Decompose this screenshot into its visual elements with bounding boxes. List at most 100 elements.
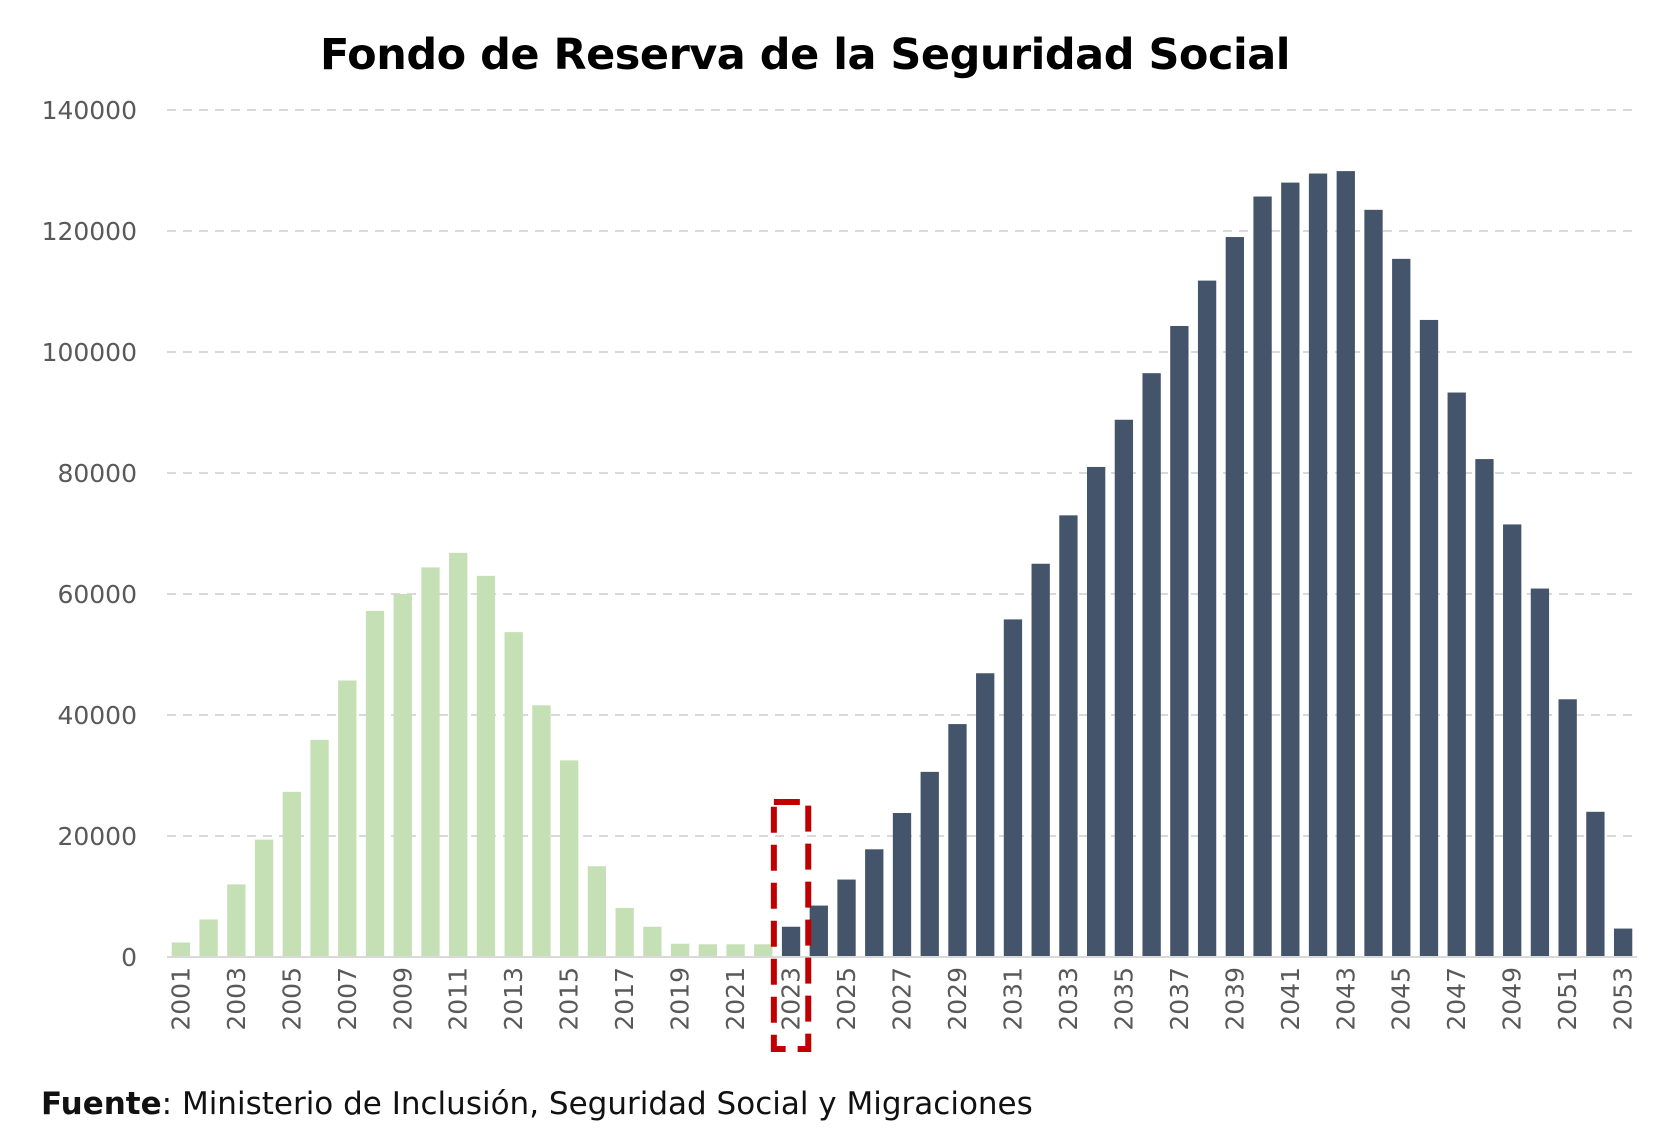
bar-2005 xyxy=(282,791,301,957)
source-note: Fuente: Ministerio de Inclusión, Segurid… xyxy=(41,1086,1033,1122)
x-tick-label: 2027 xyxy=(888,967,917,1031)
bar-2036 xyxy=(1142,373,1161,957)
y-tick-label: 40000 xyxy=(57,701,137,730)
bar-2016 xyxy=(587,866,607,957)
bar-2052 xyxy=(1586,811,1605,957)
bar-2031 xyxy=(1003,619,1023,957)
x-tick-label: 2033 xyxy=(1054,967,1083,1031)
bar-2024 xyxy=(809,905,828,957)
bar-2025 xyxy=(837,879,856,957)
x-tick-label: 2053 xyxy=(1609,967,1638,1031)
bar-2034 xyxy=(1086,466,1106,957)
bar-2038 xyxy=(1197,280,1217,957)
bar-2006 xyxy=(310,739,329,957)
bars xyxy=(171,171,1633,958)
x-tick-label: 2041 xyxy=(1276,967,1305,1031)
x-tick-label: 2015 xyxy=(555,967,584,1031)
bar-2050 xyxy=(1530,588,1550,957)
bar-2023 xyxy=(781,926,801,957)
bar-2010 xyxy=(421,567,440,957)
bar-2043 xyxy=(1336,171,1355,958)
bar-2033 xyxy=(1059,515,1078,957)
bar-2018 xyxy=(643,926,662,957)
x-tick-label: 2045 xyxy=(1387,967,1416,1031)
x-tick-label: 2009 xyxy=(388,967,417,1031)
bar-2021 xyxy=(726,944,745,957)
bar-2027 xyxy=(892,813,912,957)
bar-2045 xyxy=(1392,258,1411,958)
x-tick-label: 2001 xyxy=(166,967,195,1031)
chart-title: Fondo de Reserva de la Seguridad Social xyxy=(320,30,1290,80)
bar-2009 xyxy=(393,594,412,957)
y-tick-label: 140000 xyxy=(42,96,137,125)
bar-2028 xyxy=(920,771,939,957)
bar-2002 xyxy=(199,919,218,957)
bar-2001 xyxy=(171,942,191,957)
x-tick-label: 2029 xyxy=(943,967,972,1031)
x-tick-label: 2043 xyxy=(1331,967,1360,1031)
x-tick-label: 2021 xyxy=(721,967,750,1031)
bar-2013 xyxy=(504,632,523,957)
bar-2015 xyxy=(560,760,579,957)
x-tick-label: 2031 xyxy=(998,967,1027,1031)
y-tick-label: 0 xyxy=(121,943,137,972)
x-tick-label: 2037 xyxy=(1165,967,1194,1031)
bar-2026 xyxy=(865,849,884,957)
highlight-box xyxy=(770,799,812,1052)
bar-2049 xyxy=(1503,524,1522,957)
x-tick-label: 2013 xyxy=(499,967,528,1031)
bar-2030 xyxy=(976,673,995,957)
x-tick-label: 2023 xyxy=(777,967,806,1031)
bar-2039 xyxy=(1225,237,1244,958)
bar-2029 xyxy=(948,724,967,957)
bar-2004 xyxy=(254,839,274,957)
x-tick-label: 2003 xyxy=(222,967,251,1031)
bar-2022 xyxy=(754,944,773,957)
bar-2020 xyxy=(698,944,718,957)
bar-2053 xyxy=(1613,928,1633,957)
source-text: Ministerio de Inclusión, Seguridad Socia… xyxy=(172,1086,1033,1122)
x-tick-label: 2049 xyxy=(1498,967,1527,1031)
gridlines xyxy=(167,109,1637,837)
x-tick-label: 2011 xyxy=(444,967,473,1031)
x-tick-label: 2005 xyxy=(277,967,306,1031)
bar-2044 xyxy=(1364,209,1383,957)
x-tick-label: 2017 xyxy=(610,967,639,1031)
bar-2048 xyxy=(1475,459,1494,957)
x-tick-label: 2007 xyxy=(333,967,362,1031)
highlight-2023 xyxy=(770,799,812,1052)
bar-2012 xyxy=(476,575,496,957)
x-tick-label: 2039 xyxy=(1220,967,1249,1031)
source-label: Fuente xyxy=(41,1086,162,1122)
bar-2046 xyxy=(1419,319,1439,957)
y-tick-label: 100000 xyxy=(42,338,137,367)
source-separator: : xyxy=(161,1086,173,1122)
bar-2042 xyxy=(1308,173,1328,957)
x-tick-label: 2035 xyxy=(1109,967,1138,1031)
bar-2008 xyxy=(365,610,385,957)
bar-2003 xyxy=(227,884,246,957)
x-tick-label: 2051 xyxy=(1553,967,1582,1031)
bar-2037 xyxy=(1170,325,1189,957)
x-axis-tick-labels: 2001 2003 2005 2007 2009 2011 2013 2015 2017 2019… xyxy=(166,967,1637,1031)
x-tick-label: 2019 xyxy=(666,967,695,1031)
x-tick-label: 2025 xyxy=(832,967,861,1031)
y-tick-label: 80000 xyxy=(57,459,137,488)
bar-2032 xyxy=(1031,563,1050,957)
bar-2019 xyxy=(670,943,690,957)
y-tick-label: 60000 xyxy=(57,580,137,609)
bar-2051 xyxy=(1558,699,1577,957)
bar-2041 xyxy=(1281,182,1300,958)
bar-2047 xyxy=(1447,392,1466,957)
y-tick-label: 120000 xyxy=(42,217,137,246)
bar-2017 xyxy=(615,907,634,957)
bar-2040 xyxy=(1253,196,1272,957)
y-tick-label: 20000 xyxy=(57,822,137,851)
y-axis-tick-labels: 0 20000 40000 60000 80000 100000 120000 140000 xyxy=(42,96,137,972)
bar-2007 xyxy=(338,680,357,957)
bar-2011 xyxy=(449,552,468,957)
bar-2035 xyxy=(1114,419,1134,957)
x-tick-label: 2047 xyxy=(1442,967,1471,1031)
bar-2014 xyxy=(532,705,551,957)
